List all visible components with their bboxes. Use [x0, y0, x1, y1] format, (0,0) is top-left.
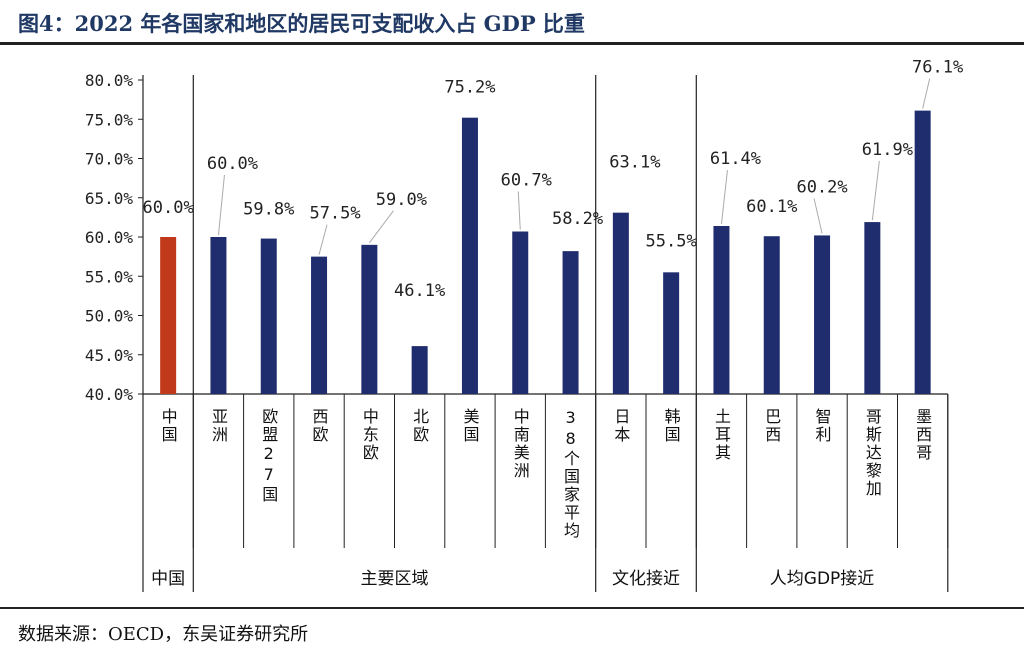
category-label: 日本 — [611, 408, 630, 444]
data-label: 63.1% — [609, 153, 660, 173]
category-label: 韩国 — [662, 408, 681, 444]
bar — [512, 231, 529, 394]
category-label: 欧盟27国 — [259, 408, 278, 504]
category-label: 中南美洲 — [511, 408, 530, 480]
bar — [411, 346, 428, 394]
group-label: 主要区域 — [361, 569, 429, 589]
bar — [914, 110, 931, 395]
data-label: 75.2% — [444, 78, 495, 98]
chart-title: 图4：2022 年各国家和地区的居民可支配收入占 GDP 比重 — [18, 11, 585, 36]
data-label: 55.5% — [646, 231, 697, 251]
leader-line — [318, 224, 328, 255]
data-label: 60.0% — [143, 198, 194, 218]
footer-divider — [0, 607, 1024, 609]
category-label: 北欧 — [410, 408, 429, 444]
category-label: 土耳其 — [712, 408, 731, 462]
group-label: 文化接近 — [612, 569, 680, 589]
bar — [713, 226, 730, 394]
data-label: 61.4% — [710, 149, 761, 169]
bar — [864, 222, 881, 394]
data-label: 76.1% — [912, 58, 963, 78]
leader-line — [368, 210, 394, 244]
y-tick-label: 75.0% — [85, 110, 134, 129]
y-tick-label: 65.0% — [85, 189, 134, 208]
data-label: 60.0% — [207, 154, 258, 174]
data-label: 60.1% — [746, 197, 797, 217]
bar — [814, 235, 831, 394]
bar — [210, 237, 227, 394]
bar — [663, 272, 680, 394]
bar — [461, 117, 478, 395]
bar — [361, 244, 378, 394]
bar — [160, 237, 177, 394]
data-label: 57.5% — [309, 204, 360, 224]
bar — [311, 256, 328, 394]
y-tick-label: 45.0% — [85, 346, 134, 365]
bar — [562, 251, 579, 394]
category-label: 中东欧 — [360, 408, 379, 462]
y-tick-label: 50.0% — [85, 307, 134, 326]
y-tick-label: 70.0% — [85, 150, 134, 169]
category-label: 墨西哥 — [913, 408, 932, 462]
data-label: 59.0% — [376, 190, 427, 210]
bar — [612, 212, 629, 394]
category-label: 美国 — [460, 408, 479, 444]
data-label: 46.1% — [394, 281, 445, 301]
y-tick-label: 40.0% — [85, 385, 134, 404]
data-label: 58.2% — [552, 209, 603, 229]
source-note: 数据来源：OECD，东吴证券研究所 — [18, 624, 309, 645]
y-tick-label: 80.0% — [85, 71, 134, 90]
leader-line — [922, 78, 931, 109]
category-label: 哥斯达黎加 — [863, 408, 882, 498]
category-label: 亚洲 — [209, 408, 228, 444]
y-tick-label: 60.0% — [85, 228, 134, 247]
bar — [763, 236, 780, 394]
leader-line — [871, 161, 880, 221]
category-label: 巴西 — [762, 408, 781, 444]
y-tick-label: 55.0% — [85, 267, 134, 286]
category-label: 西欧 — [310, 408, 329, 444]
bar — [260, 238, 277, 394]
group-label: 人均GDP接近 — [770, 569, 875, 589]
category-label: 智利 — [813, 408, 832, 444]
category-label: 中国 — [159, 408, 178, 444]
data-label: 60.2% — [796, 177, 847, 197]
category-label: 38个国家平均 — [561, 408, 580, 540]
data-label: 59.8% — [243, 200, 294, 220]
title-divider — [0, 42, 1024, 45]
leader-line — [517, 191, 521, 230]
data-label: 61.9% — [862, 140, 913, 160]
leader-line — [813, 198, 823, 234]
group-label: 中国 — [151, 569, 185, 589]
leader-line — [217, 174, 225, 236]
leader-line — [720, 169, 728, 225]
data-label: 60.7% — [501, 171, 552, 191]
